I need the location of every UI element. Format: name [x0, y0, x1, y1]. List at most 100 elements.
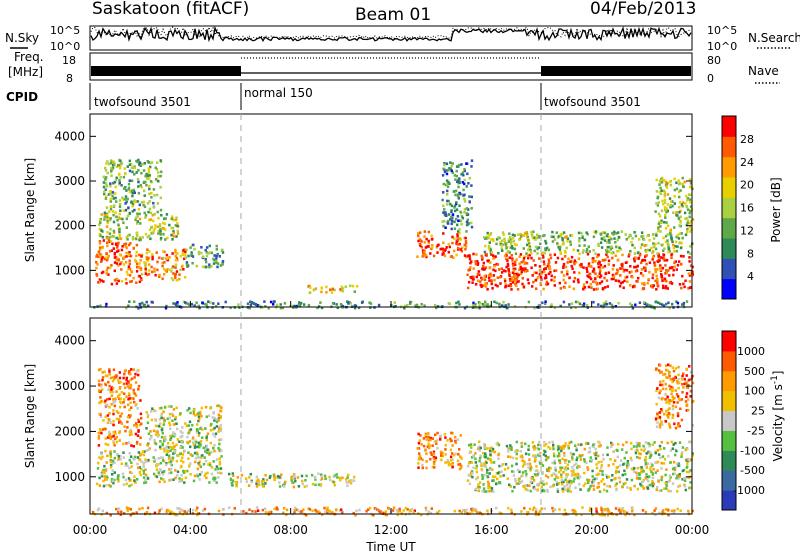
power-cell	[574, 260, 578, 264]
velocity-cell	[617, 508, 621, 512]
power-cell	[689, 201, 692, 204]
velocity-cell	[467, 474, 470, 477]
velocity-cell	[525, 472, 528, 476]
velocity-cell	[506, 477, 509, 480]
velocity-cell	[144, 458, 147, 461]
velocity-cell	[622, 482, 626, 486]
power-cell	[592, 235, 596, 239]
power-cell	[616, 259, 619, 262]
velocity-cell	[587, 451, 591, 454]
velocity-cell	[593, 452, 596, 455]
power-cell	[665, 302, 668, 306]
velocity-cell	[686, 462, 689, 465]
velocity-cell	[601, 453, 605, 457]
velocity-cell	[219, 471, 222, 475]
velocity-cell	[491, 450, 494, 453]
velocity-cell	[144, 478, 147, 482]
power-cell	[205, 260, 208, 264]
power-cell	[663, 247, 666, 250]
power-cell	[481, 258, 484, 261]
power-cell	[673, 265, 676, 269]
power-colorbar-label: Power [dB]	[769, 177, 783, 242]
velocity-cell	[125, 462, 128, 465]
power-cell	[514, 263, 517, 266]
power-cell	[165, 253, 169, 257]
power-cell	[460, 192, 463, 196]
power-cell	[495, 242, 498, 246]
power-cell	[662, 189, 666, 193]
cpid-boundary-lines	[240, 114, 542, 514]
power-cell	[191, 261, 194, 265]
power-cell	[459, 248, 462, 251]
velocity-cell	[300, 510, 303, 513]
velocity-cell	[456, 459, 460, 462]
velocity-cell	[665, 484, 668, 487]
velocity-cell	[595, 477, 599, 480]
velocity-cell	[178, 413, 182, 417]
velocity-cell	[490, 489, 494, 493]
velocity-cell	[103, 370, 106, 374]
power-cell	[511, 257, 514, 260]
velocity-cell	[586, 466, 589, 469]
velocity-cell	[574, 472, 577, 476]
velocity-cell	[165, 462, 168, 465]
velocity-cell	[98, 389, 101, 392]
power-cell	[138, 161, 142, 164]
power-cell	[140, 255, 143, 258]
power-cell	[493, 278, 496, 282]
velocity-cell	[118, 371, 121, 374]
velocity-cell	[606, 446, 609, 449]
power-cell	[97, 281, 100, 284]
power-cell	[151, 270, 154, 274]
velocity-cell	[196, 474, 200, 478]
power-cell	[423, 250, 426, 254]
power-cell	[581, 251, 585, 254]
velocity-cell	[668, 424, 671, 427]
power-cell	[442, 232, 445, 235]
velocity-cell	[444, 436, 447, 439]
power-cell	[489, 261, 492, 264]
velocity-cell	[292, 473, 296, 476]
velocity-cell	[111, 376, 115, 379]
power-cell	[661, 266, 664, 270]
velocity-cell	[691, 509, 694, 513]
power-cell	[578, 252, 581, 255]
velocity-cell	[297, 485, 301, 488]
velocity-cell	[517, 478, 520, 482]
velocity-cell	[111, 469, 114, 472]
velocity-colorbar-swatch-8	[722, 331, 736, 352]
power-cell	[460, 173, 463, 176]
velocity-colorbar-swatch-3	[722, 430, 736, 451]
power-cell	[599, 270, 602, 273]
velocity-cell	[250, 480, 253, 484]
velocity-cell	[255, 485, 259, 488]
velocity-cell	[275, 506, 279, 509]
power-cell	[148, 234, 151, 238]
velocity-cell	[654, 507, 658, 510]
velocity-cell	[133, 479, 136, 482]
velocity-cell	[231, 479, 235, 482]
velocity-cell	[188, 440, 192, 443]
velocity-cell	[551, 461, 554, 465]
velocity-cell	[509, 485, 512, 488]
power-cell	[501, 304, 504, 307]
power-cell	[316, 306, 319, 310]
velocity-cell	[625, 440, 628, 444]
velocity-cell	[546, 456, 549, 460]
power-cell	[176, 224, 179, 228]
velocity-cell	[99, 396, 102, 399]
power-cell	[664, 285, 668, 288]
power-cell	[610, 303, 614, 307]
power-cell	[128, 300, 131, 303]
power-cell	[605, 250, 609, 253]
power-cell	[149, 237, 152, 241]
velocity-cell	[432, 450, 436, 454]
velocity-cell	[133, 392, 137, 396]
power-cell	[686, 208, 690, 211]
velocity-cell	[482, 487, 486, 490]
power-cell	[125, 270, 129, 274]
velocity-cell	[686, 398, 690, 401]
power-cell	[672, 273, 675, 277]
velocity-cell	[163, 480, 166, 484]
velocity-cell	[109, 465, 113, 469]
